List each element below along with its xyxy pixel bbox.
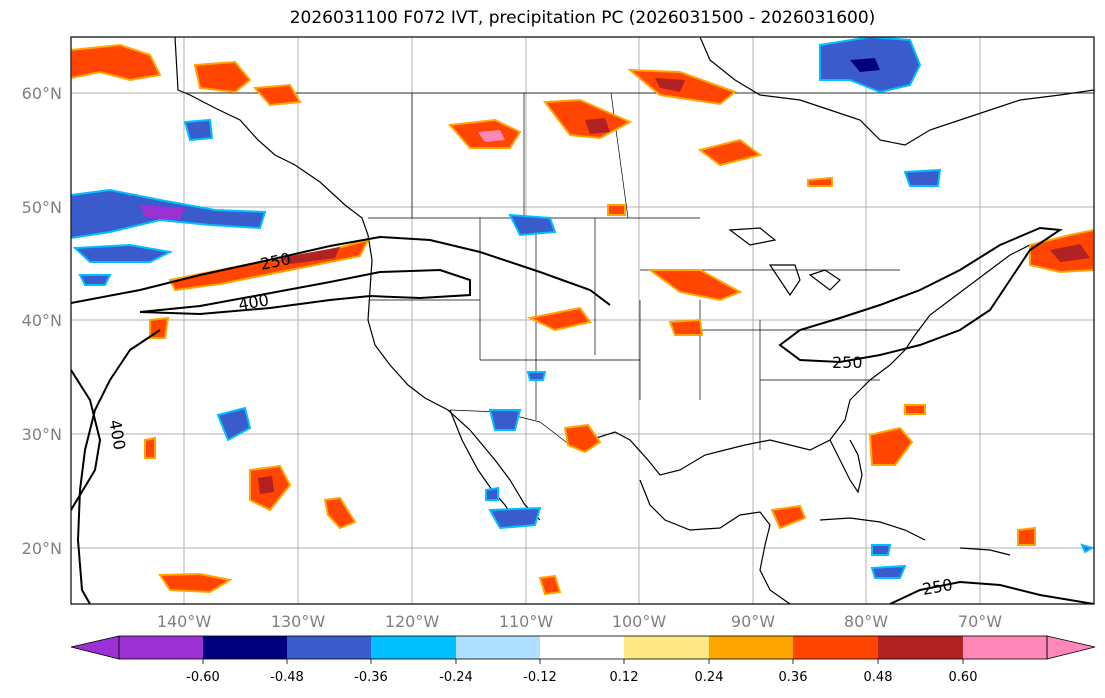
lat-label-20n: 20°N bbox=[22, 539, 62, 558]
ivt-contours bbox=[71, 226, 1094, 604]
colorbar-bin-8 bbox=[709, 636, 793, 659]
colorbar-tick-6: 0.12 bbox=[610, 670, 639, 685]
lon-label-130w: 130°W bbox=[271, 612, 326, 631]
lat-label-50n: 50°N bbox=[22, 198, 62, 217]
lon-label-140w: 140°W bbox=[157, 612, 212, 631]
colorbar-tick-1: -0.60 bbox=[186, 670, 220, 685]
colorbar-frame bbox=[118, 635, 1048, 660]
colorbar-tick-7: 0.24 bbox=[695, 670, 724, 685]
map-plot-area: 250 400 400 250 250 bbox=[70, 36, 1095, 605]
lon-label-110w: 110°W bbox=[499, 612, 554, 631]
precip-positive-regions bbox=[71, 43, 1094, 596]
lon-label-100w: 100°W bbox=[612, 612, 667, 631]
colorbar-tick-9: 0.48 bbox=[864, 670, 893, 685]
lon-label-80w: 80°W bbox=[844, 612, 888, 631]
colorbar-bin-6 bbox=[540, 636, 624, 659]
colorbar-tick-5: -0.12 bbox=[523, 670, 557, 685]
map-title: 2026031100 F072 IVT, precipitation PC (2… bbox=[289, 8, 876, 28]
colorbar-bin-7 bbox=[624, 636, 709, 659]
colorbar-bin-9 bbox=[793, 636, 878, 659]
lon-label-90w: 90°W bbox=[731, 612, 775, 631]
precip-negative-regions bbox=[71, 37, 1094, 579]
colorbar-tick-2: -0.48 bbox=[270, 670, 304, 685]
lat-label-40n: 40°N bbox=[22, 311, 62, 330]
colorbar-extend-low bbox=[70, 635, 120, 660]
colorbar-tick-4: -0.24 bbox=[439, 670, 473, 685]
colorbar-bin-3 bbox=[287, 636, 371, 659]
lat-label-30n: 30°N bbox=[22, 425, 62, 444]
contour-label-250-east: 250 bbox=[832, 353, 863, 372]
colorbar-bin-4 bbox=[371, 636, 456, 659]
colorbar-bin-11 bbox=[963, 636, 1047, 659]
longitude-labels: 140°W 130°W 120°W 110°W 100°W 90°W 80°W … bbox=[157, 612, 1002, 631]
colorbar: -0.60 -0.48 -0.36 -0.24 -0.12 0.12 0.24 … bbox=[70, 635, 1096, 685]
colorbar-tick-3: -0.36 bbox=[354, 670, 388, 685]
latitude-labels: 60°N 50°N 40°N 30°N 20°N bbox=[22, 84, 62, 558]
lon-label-70w: 70°W bbox=[958, 612, 1002, 631]
colorbar-tick-10: 0.60 bbox=[949, 670, 978, 685]
colorbar-bin-2 bbox=[203, 636, 287, 659]
coastlines bbox=[174, 37, 1094, 604]
lon-label-120w: 120°W bbox=[385, 612, 440, 631]
colorbar-bin-5 bbox=[456, 636, 540, 659]
colorbar-bin-1 bbox=[119, 636, 203, 659]
colorbar-bin-10 bbox=[878, 636, 963, 659]
colorbar-tick-8: 0.36 bbox=[779, 670, 808, 685]
colorbar-extend-high bbox=[1046, 635, 1096, 660]
map-frame bbox=[70, 36, 1095, 605]
lat-label-60n: 60°N bbox=[22, 84, 62, 103]
